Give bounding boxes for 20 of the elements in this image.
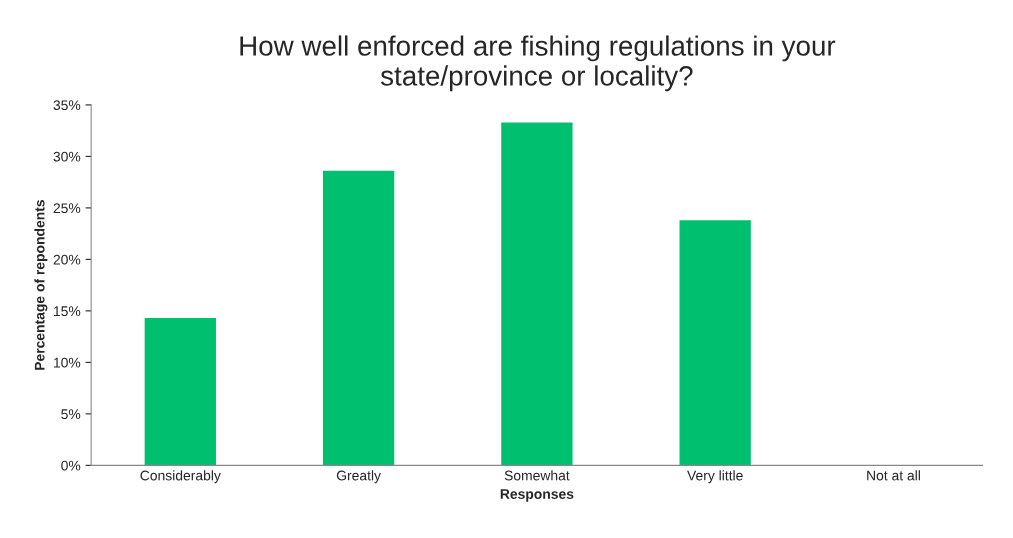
- y-tick-label: 5%: [61, 409, 81, 420]
- x-tick-label: Not at all: [867, 470, 920, 481]
- x-tick-label: Considerably: [140, 470, 221, 484]
- x-tick-label: Greatly: [336, 470, 381, 484]
- chart-title: How well enforced are fishing regulations in your state/province or locality?: [240, 35, 836, 92]
- x-axis-title: Responses: [500, 489, 574, 502]
- bar: [679, 220, 751, 466]
- y-tick-label: 10%: [54, 357, 81, 368]
- x-tick-label: Very little: [687, 470, 743, 484]
- bar: [144, 318, 216, 466]
- y-axis-title: Percentage of repondents: [34, 200, 48, 370]
- y-tick-label: 20%: [53, 254, 81, 265]
- y-tick-label: 25%: [53, 203, 81, 214]
- y-tick-label: 35%: [53, 100, 81, 111]
- bar: [322, 170, 395, 466]
- x-tick-label: Somewhat: [504, 470, 570, 481]
- y-tick-label: 0%: [61, 460, 81, 471]
- bar: [501, 122, 573, 466]
- y-tick-label: 15%: [54, 306, 81, 317]
- y-tick-label: 30%: [53, 151, 81, 162]
